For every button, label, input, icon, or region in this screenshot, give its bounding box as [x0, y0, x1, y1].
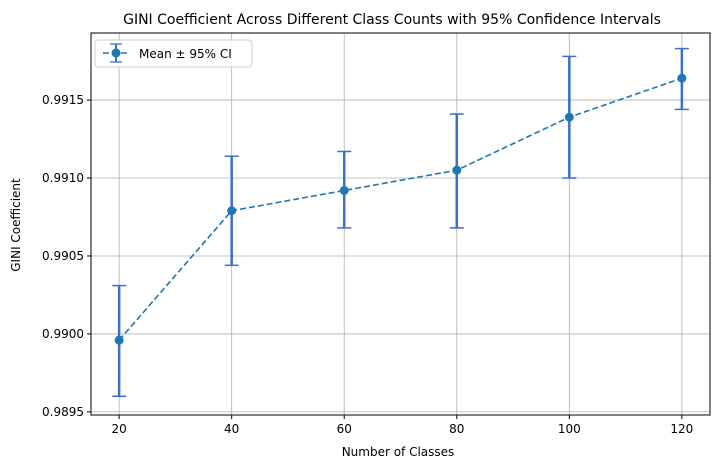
axes-layer: 20 40 60 80 100 120 0.9895 0.9900 0.9905 0.9910 0.… — [42, 32, 711, 436]
y-tick-label: 0.9895 — [42, 405, 84, 419]
legend-series-marker — [103, 43, 129, 63]
chart-title: GINI Coefficient Across Different Class … — [123, 12, 661, 28]
data-point — [564, 112, 574, 122]
series-layer — [112, 47, 689, 398]
y-tick-label: 0.9910 — [42, 171, 84, 185]
legend-marker — [111, 48, 121, 58]
x-tick-label: 40 — [224, 422, 239, 436]
legend-series-label: Mean ± 95% CI — [139, 47, 232, 61]
y-tick-label: 0.9905 — [42, 249, 84, 263]
series-line — [118, 77, 683, 341]
data-point — [452, 165, 462, 175]
x-axis-label: Number of Classes — [342, 445, 455, 459]
legend: Mean ± 95% CI — [94, 39, 253, 68]
data-point — [677, 73, 687, 83]
x-tick-label: 80 — [449, 422, 464, 436]
plot-frame — [90, 32, 711, 416]
legend-box — [94, 39, 253, 68]
y-tick-label: 0.9915 — [42, 93, 84, 107]
y-tick-label: 0.9900 — [42, 327, 84, 341]
data-point — [114, 335, 124, 345]
x-tick-label: 60 — [337, 422, 352, 436]
y-axis-label: GINI Coefficient — [9, 178, 23, 272]
x-tick-label: 120 — [670, 422, 693, 436]
data-point — [227, 206, 237, 216]
data-point — [339, 185, 349, 195]
x-tick-label: 100 — [558, 422, 581, 436]
x-tick-label: 20 — [111, 422, 126, 436]
grid-layer — [91, 33, 710, 415]
